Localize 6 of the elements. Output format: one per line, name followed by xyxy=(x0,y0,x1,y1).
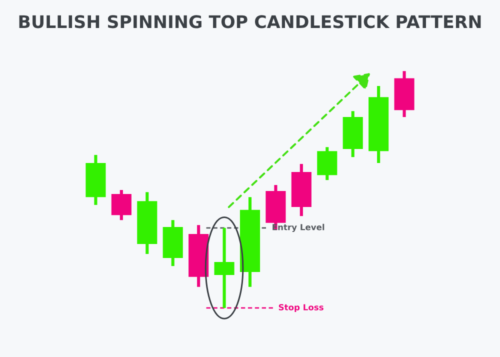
chart-title: BULLISH SPINNING TOP CANDLESTICK PATTERN xyxy=(19,15,481,28)
candlestick xyxy=(111,190,132,220)
ref-line-label: Stop Loss xyxy=(278,304,324,312)
ref-line-label: Entry Level xyxy=(272,224,324,232)
candlestick xyxy=(317,147,338,180)
candlestick xyxy=(214,228,234,308)
